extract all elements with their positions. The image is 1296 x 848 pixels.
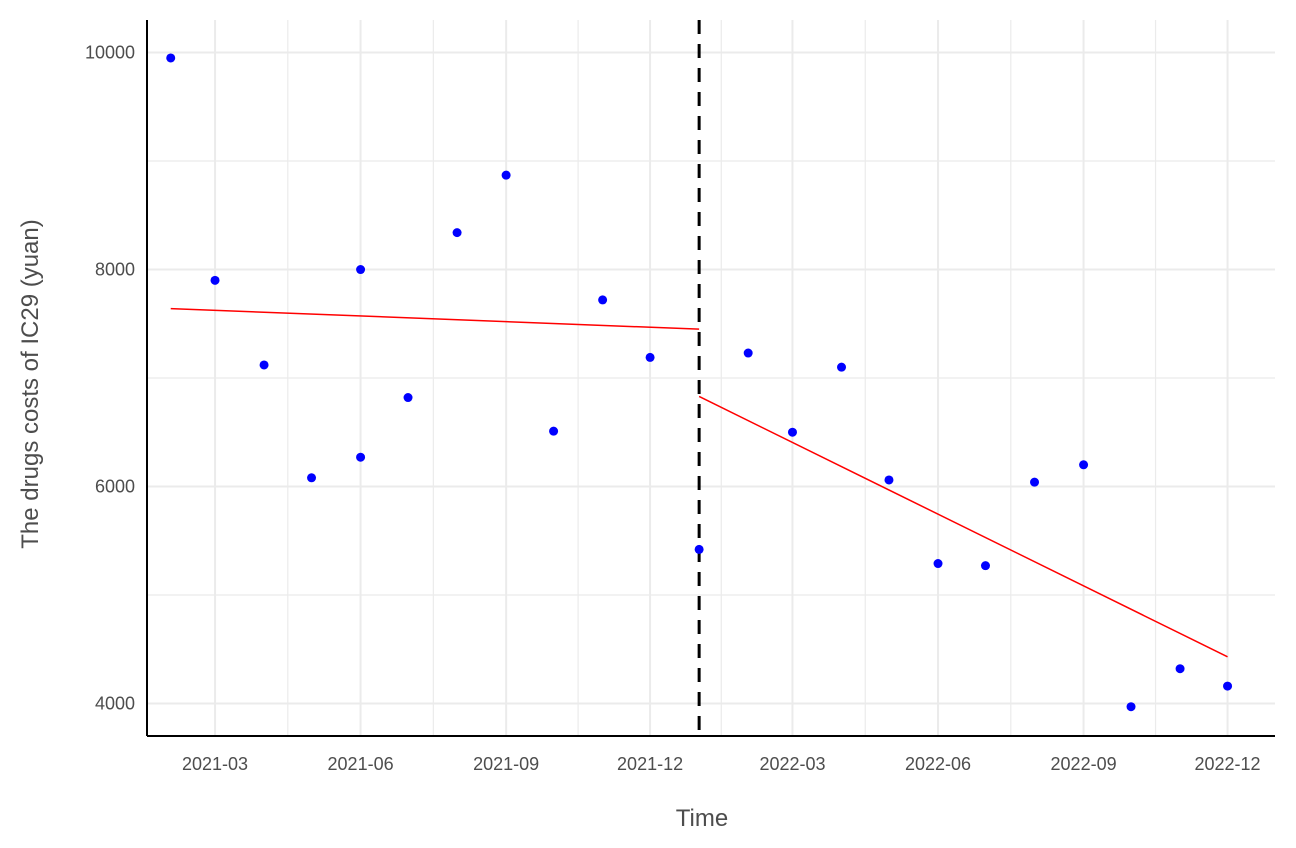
trend-line <box>698 395 1228 658</box>
data-point <box>1175 664 1185 674</box>
x-tick-label: 2022-12 <box>1195 754 1261 774</box>
data-point <box>452 228 462 238</box>
data-point <box>356 452 366 462</box>
x-tick-label: 2022-06 <box>905 754 971 774</box>
y-axis-title: The drugs costs of IC29 (yuan) <box>17 219 44 548</box>
y-tick-label: 8000 <box>95 260 135 280</box>
data-point <box>549 426 559 436</box>
data-point <box>645 352 655 362</box>
data-point <box>598 295 608 305</box>
data-point <box>166 53 176 63</box>
x-tick-label: 2021-09 <box>473 754 539 774</box>
data-point <box>307 473 317 483</box>
data-point <box>933 559 943 569</box>
x-tick-label: 2021-06 <box>328 754 394 774</box>
data-point <box>837 362 847 372</box>
data-point <box>210 275 220 285</box>
y-tick-label: 6000 <box>95 476 135 496</box>
trend-line <box>170 307 700 330</box>
grid <box>147 20 1275 736</box>
x-tick-label: 2022-03 <box>759 754 825 774</box>
data-point <box>980 561 990 571</box>
data-point <box>356 265 366 275</box>
data-point <box>787 427 797 437</box>
data-point <box>501 170 511 180</box>
data-point <box>743 348 753 358</box>
tick-labels: 4000 6000 8000 10000 2021-03 2021-06 2021-09 20… <box>85 43 1261 774</box>
trend-lines <box>170 307 1228 658</box>
axes <box>146 20 1275 737</box>
x-tick-label: 2021-12 <box>617 754 683 774</box>
data-point <box>1030 477 1040 487</box>
y-tick-label: 10000 <box>85 43 135 63</box>
data-point <box>694 544 704 554</box>
data-point <box>1079 460 1089 470</box>
data-point <box>259 360 269 370</box>
data-point <box>1126 702 1136 712</box>
data-point <box>884 475 894 485</box>
x-tick-label: 2022-09 <box>1051 754 1117 774</box>
x-axis-title: Time <box>676 805 728 832</box>
data-point <box>1223 681 1233 691</box>
data-point <box>403 393 413 403</box>
x-tick-label: 2021-03 <box>182 754 248 774</box>
data-points <box>166 53 1233 712</box>
y-tick-label: 4000 <box>95 693 135 713</box>
